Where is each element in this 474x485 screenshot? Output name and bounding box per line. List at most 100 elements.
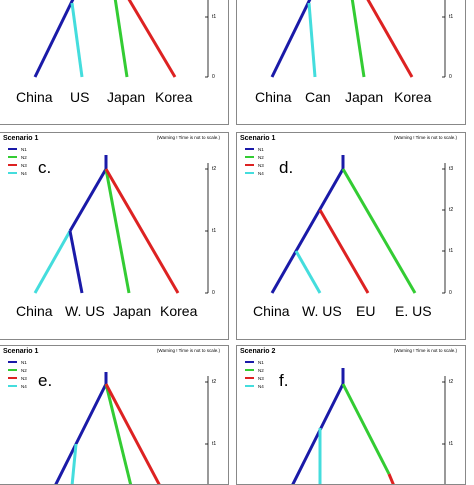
branch-eu xyxy=(318,209,370,294)
legend-item-n1: N1 xyxy=(8,358,27,366)
tree-b xyxy=(270,0,446,78)
tip-label-w-us: W. US xyxy=(65,303,105,319)
panel-label: f. xyxy=(279,371,289,390)
legend-label: N2 xyxy=(258,154,264,160)
legend-label: N1 xyxy=(21,359,27,365)
panel-d: Scenario 1 (Warning ! Time is not to sca… xyxy=(236,132,466,340)
legend-item-n4: N4 xyxy=(245,169,264,177)
tick-label-t2: t2 xyxy=(449,379,454,385)
branch-e-us xyxy=(341,168,417,294)
branch-n1-internal xyxy=(270,168,345,294)
legend: N1 N2 N3 N4 xyxy=(245,358,264,390)
legend-label: N1 xyxy=(21,146,27,152)
legend-label: N4 xyxy=(21,170,27,176)
tick-label-t3: t3 xyxy=(449,166,454,172)
tip-label-china: China xyxy=(253,303,290,319)
branch-japan xyxy=(104,168,131,294)
panel-c: Scenario 1 (Warning ! Time is not to sca… xyxy=(0,132,229,340)
tip-label-japan: Japan xyxy=(345,89,384,105)
tip-label-eu: EU xyxy=(356,303,376,319)
legend: N1 N2 N3 N4 xyxy=(8,145,27,177)
panel-b: t1 0 China Can Japan Korea xyxy=(236,0,466,125)
legend-item-n4: N4 xyxy=(8,382,27,390)
tree-d xyxy=(270,155,446,294)
tick-label-0: 0 xyxy=(449,290,452,296)
tip-label-japan: Japan xyxy=(107,89,146,105)
tree-a xyxy=(33,0,209,78)
tip-label-korea: Korea xyxy=(394,89,432,105)
panel-label: d. xyxy=(279,158,294,177)
legend-label: N2 xyxy=(258,367,264,373)
legend-item-n4: N4 xyxy=(245,382,264,390)
legend-label: N2 xyxy=(21,367,27,373)
legend-label: N3 xyxy=(21,162,27,168)
tick-label-0: 0 xyxy=(212,74,215,80)
panel-label: c. xyxy=(38,158,52,177)
legend: N1 N2 N3 N4 xyxy=(245,145,264,177)
tip-label-w-us: W. US xyxy=(302,303,342,319)
legend-item-n3: N3 xyxy=(245,374,264,382)
branch-n1-internal xyxy=(68,168,108,232)
tick-label-t1: t1 xyxy=(212,228,217,234)
tree-c xyxy=(33,155,209,294)
tick-label-t1: t1 xyxy=(212,441,217,447)
legend-item-n2: N2 xyxy=(245,153,264,161)
scenario-title: Scenario 2 xyxy=(240,348,276,355)
legend-label: N3 xyxy=(258,162,264,168)
scenario-title: Scenario 1 xyxy=(3,348,39,355)
legend-item-n1: N1 xyxy=(245,358,264,366)
tick-label-t1: t1 xyxy=(449,441,454,447)
tick-label-t2: t2 xyxy=(449,207,454,213)
legend-item-n3: N3 xyxy=(8,374,27,382)
tip-label-korea: Korea xyxy=(155,89,193,105)
tick-label-t2: t2 xyxy=(212,166,217,172)
branch-china xyxy=(270,0,312,78)
branch-w-us xyxy=(68,230,84,294)
tip-label-us: US xyxy=(70,89,90,105)
branch-n2 xyxy=(341,383,391,475)
tree-e xyxy=(54,372,209,484)
branch-us xyxy=(70,2,84,78)
tick-label-0: 0 xyxy=(212,290,215,296)
tick-label-t1: t1 xyxy=(212,14,217,20)
legend-item-n4: N4 xyxy=(8,169,27,177)
legend: N1 N2 N3 N4 xyxy=(8,358,27,390)
scale-warning: (Warning ! Time is not to scale.) xyxy=(393,135,457,140)
legend-label: N4 xyxy=(21,383,27,389)
panel-a: t1 0 China US Japan Korea xyxy=(0,0,229,125)
branch-n3 xyxy=(104,383,161,484)
branch-china xyxy=(33,230,72,294)
tip-label-e-us: E. US xyxy=(395,303,432,319)
branch-n1 xyxy=(54,383,108,484)
branch-korea xyxy=(127,0,177,78)
tick-label-t2: t2 xyxy=(212,379,217,385)
tip-label-china: China xyxy=(16,303,53,319)
legend-item-n2: N2 xyxy=(245,366,264,374)
tick-label-0: 0 xyxy=(449,74,452,80)
scale-warning: (Warning ! Time is not to scale.) xyxy=(156,348,220,353)
scale-warning: (Warning ! Time is not to scale.) xyxy=(393,348,457,353)
legend-label: N1 xyxy=(258,146,264,152)
branch-japan xyxy=(350,0,366,78)
panel-e: Scenario 1 (Warning ! Time is not to sca… xyxy=(0,345,229,485)
scale-warning: (Warning ! Time is not to scale.) xyxy=(156,135,220,140)
legend-item-n2: N2 xyxy=(8,153,27,161)
tip-label-japan: Japan xyxy=(113,303,152,319)
branch-china xyxy=(33,0,75,78)
legend-label: N4 xyxy=(258,170,264,176)
legend-label: N1 xyxy=(258,359,264,365)
panel-f: Scenario 2 (Warning ! Time is not to sca… xyxy=(236,345,466,485)
tick-label-t1: t1 xyxy=(449,248,454,254)
legend-item-n1: N1 xyxy=(245,145,264,153)
legend-item-n2: N2 xyxy=(8,366,27,374)
tip-label-china: China xyxy=(255,89,292,105)
tip-label-china: China xyxy=(16,89,53,105)
tick-label-t1: t1 xyxy=(449,14,454,20)
branch-korea xyxy=(104,168,180,294)
scenario-title: Scenario 1 xyxy=(3,135,39,142)
legend-label: N3 xyxy=(258,375,264,381)
scenario-title: Scenario 1 xyxy=(240,135,276,142)
legend-label: N2 xyxy=(21,154,27,160)
branch-japan xyxy=(113,0,129,78)
tip-label-can: Can xyxy=(305,89,331,105)
